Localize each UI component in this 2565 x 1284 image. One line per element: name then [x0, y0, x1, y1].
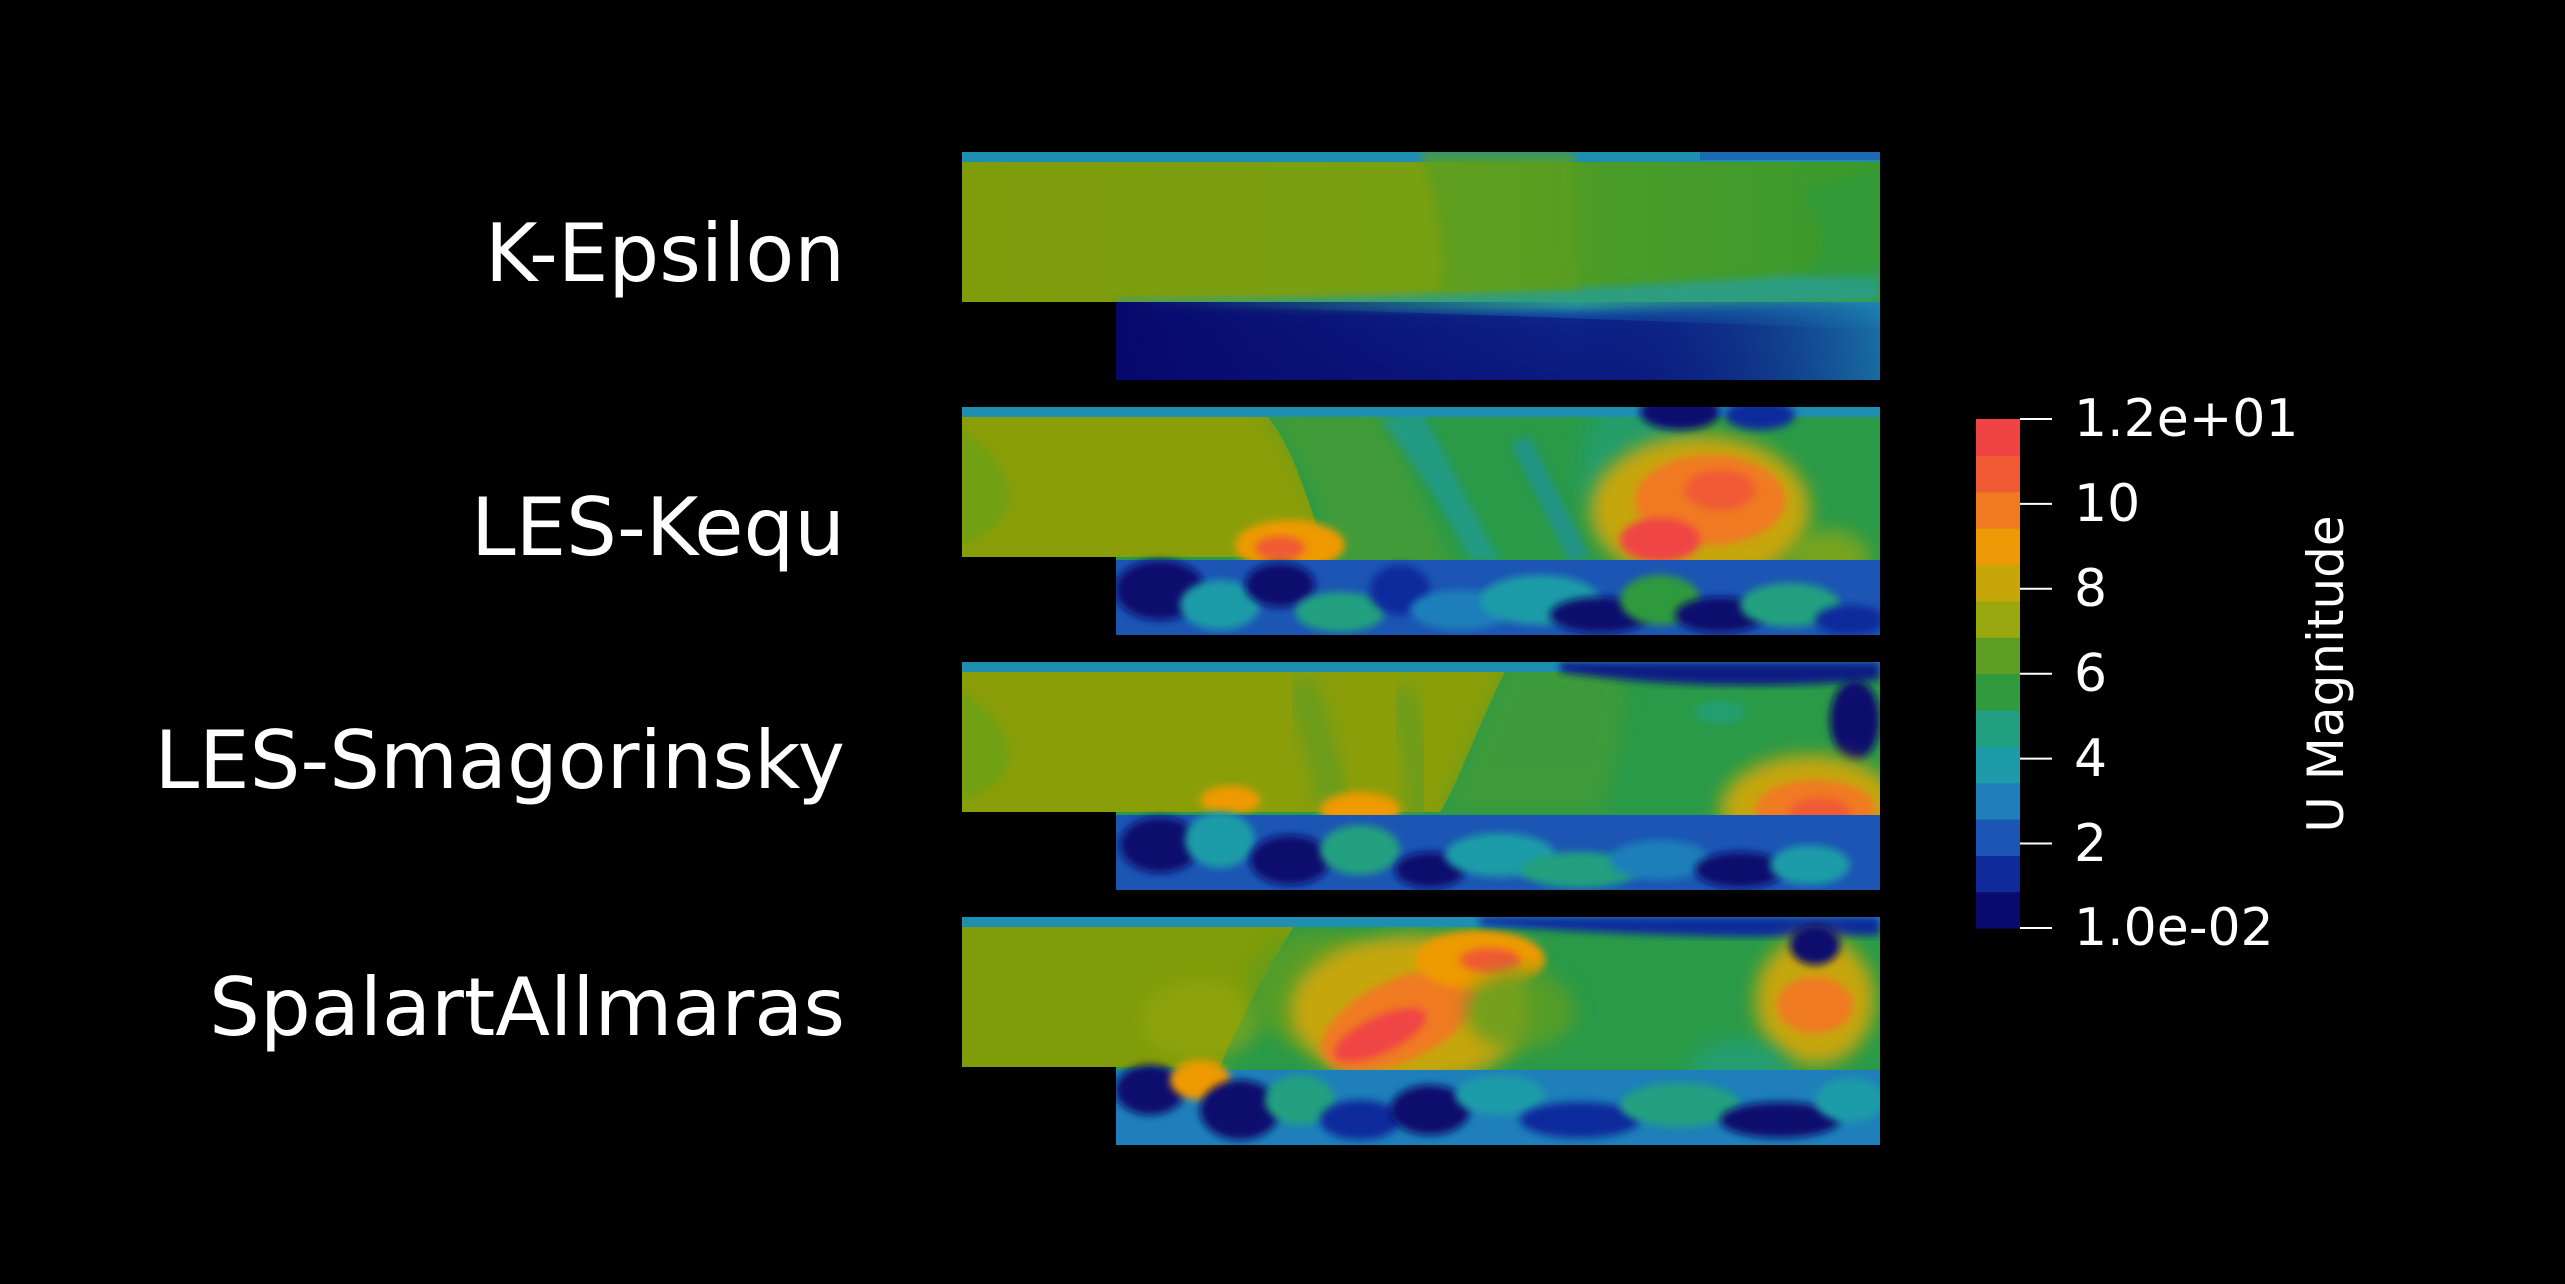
- colorbar-segment: [1976, 673, 2020, 711]
- colorbar-segment: [1976, 491, 2020, 529]
- colorbar-segment: [1976, 600, 2020, 638]
- panel-les-kequ: [962, 407, 1880, 635]
- colorbar-segment: [1976, 528, 2020, 566]
- colorbar-segment: [1976, 855, 2020, 893]
- panel-spalart-allmaras: [962, 917, 1880, 1145]
- colorbar-segment: [1976, 564, 2020, 602]
- colorbar-tick-label: 4: [2074, 728, 2108, 789]
- colorbar-tick-label: 1.0e-02: [2074, 898, 2274, 958]
- colorbar-tick-label: 6: [2074, 643, 2108, 704]
- colorbar-segment: [1976, 637, 2020, 675]
- label-les-kequ: LES-Kequ: [471, 481, 845, 574]
- colorbar-segment: [1976, 746, 2020, 784]
- colorbar-segment: [1976, 419, 2020, 456]
- colorbar-tick-marks: [2020, 418, 2052, 929]
- colorbar-segment: [1976, 455, 2020, 493]
- colorbar-tick-label: 10: [2074, 473, 2141, 534]
- panel-les-smagorinsky: [962, 662, 1880, 890]
- colorbar-tick-label: 8: [2074, 558, 2108, 619]
- colorbar-segment: [1976, 818, 2020, 856]
- colorbar-segment: [1976, 891, 2020, 929]
- colorbar-tick-label: 1.2e+01: [2074, 389, 2299, 449]
- colorbar-segment: [1976, 782, 2020, 820]
- panel-k-epsilon: [962, 152, 1880, 380]
- label-spalart-allmaras: SpalartAllmaras: [209, 961, 845, 1054]
- label-k-epsilon: K-Epsilon: [484, 207, 845, 300]
- colorbar-segment: [1976, 709, 2020, 747]
- colorbar: [1976, 419, 2020, 929]
- colorbar-tick-label: 2: [2074, 813, 2108, 874]
- label-les-smagorinsky: LES-Smagorinsky: [154, 714, 845, 807]
- colorbar-title: U Magnitude: [2297, 515, 2355, 833]
